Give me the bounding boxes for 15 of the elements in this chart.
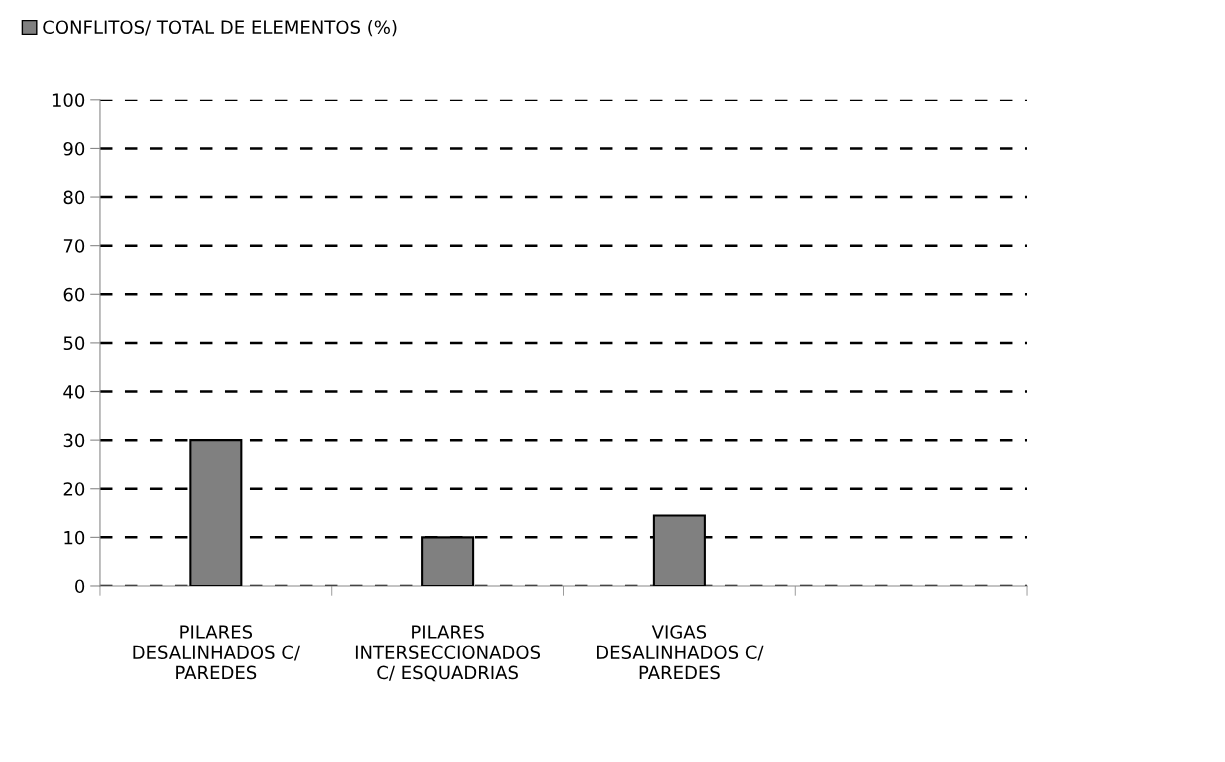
y-tick-label: 0: [75, 579, 85, 594]
y-tick-label: 20: [63, 482, 85, 496]
x-tick-label: VIGAS DESALINHADOS C/ PAREDES: [597, 625, 764, 680]
y-tick-label: 100: [52, 93, 85, 107]
y-tick-label: 70: [63, 239, 85, 253]
y-tick-label: 50: [63, 336, 85, 351]
x-tick-label: PILARES INTERSECCIONADOS C/ ESQUADRIAS: [355, 625, 541, 682]
y-tick-label: 10: [64, 530, 85, 545]
y-tick-label: 90: [63, 141, 85, 156]
legend-label: CONFLITOS/ TOTAL DE ELEMENTOS (%): [43, 20, 397, 37]
x-tick-label: PILARES DESALINHADOS C/ PAREDES: [133, 625, 300, 680]
y-tick-label: 60: [63, 287, 85, 302]
y-tick-label: 80: [63, 190, 85, 205]
y-tick-label: 40: [63, 384, 85, 399]
y-tick-label: 30: [63, 433, 85, 448]
